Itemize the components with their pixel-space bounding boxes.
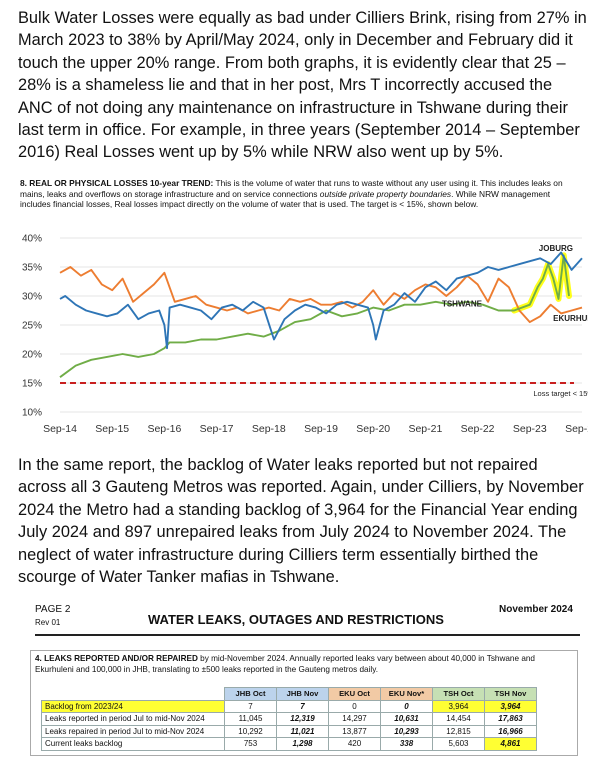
table-cell: 12,319 [276, 712, 329, 726]
col-eku-oct: EKU Oct [328, 687, 381, 701]
backlog-paragraph: In the same report, the backlog of Water… [18, 456, 584, 587]
table-cell: 3,964 [484, 699, 537, 713]
table-cell: 14,454 [432, 712, 485, 726]
revision-label: Rev 01 [35, 618, 61, 627]
leaks-table-header-row: JHB Oct JHB Nov EKU Oct EKU Nov* TSH Oct… [42, 687, 537, 701]
y-tick-label: 35% [22, 263, 42, 274]
col-jhb-oct: JHB Oct [224, 687, 277, 701]
table-cell: 753 [224, 737, 277, 751]
table-cell: 7 [224, 699, 277, 713]
table-cell: 420 [328, 737, 381, 751]
series-line-joburg [59, 251, 583, 350]
series-line-ekurhuleni [59, 266, 583, 324]
x-tick-label: Sep-18 [252, 423, 286, 435]
y-tick-label: 10% [22, 408, 42, 419]
table-cell: 4,861 [484, 737, 537, 751]
table-row: Backlog from 2023/24 7 7 0 0 3,964 3,964 [41, 699, 537, 713]
col-tsh-nov: TSH Nov [484, 687, 537, 701]
y-tick-label: 40% [22, 234, 42, 245]
table-row: Current leaks backlog 753 1,298 420 338 … [41, 737, 537, 751]
y-tick-label: 20% [22, 350, 42, 361]
series-label: TSHWANE [442, 299, 483, 308]
x-tick-label: Sep-21 [408, 423, 442, 435]
x-tick-label: Sep-16 [147, 423, 181, 435]
table-cell: 16,966 [484, 724, 537, 738]
leaks-description: 4. LEAKS REPORTED AND/OR REPAIRED by mid… [35, 654, 575, 675]
col-tsh-oct: TSH Oct [432, 687, 485, 701]
target-label: Loss target < 15% [533, 389, 588, 398]
table-cell: 7 [276, 699, 329, 713]
table-cell: 12,815 [432, 724, 485, 738]
leaks-table: JHB Oct JHB Nov EKU Oct EKU Nov* TSH Oct… [41, 687, 537, 751]
chart-desc-part1: This is the volume of water that runs to… [20, 178, 563, 199]
table-cell: 338 [380, 737, 433, 751]
table-row: Leaks repaired in period Jul to mid-Nov … [41, 724, 537, 738]
table-cell: 13,877 [328, 724, 381, 738]
report-excerpt: PAGE 2 Rev 01 WATER LEAKS, OUTAGES AND R… [0, 598, 600, 758]
intro-paragraph: Bulk Water Losses were equally as bad un… [18, 9, 587, 162]
table-cell: 10,293 [380, 724, 433, 738]
row-label: Current leaks backlog [41, 737, 225, 751]
col-eku-nov: EKU Nov* [380, 687, 433, 701]
table-cell: 10,631 [380, 712, 433, 726]
table-cell: 11,021 [276, 724, 329, 738]
table-cell: 10,292 [224, 724, 277, 738]
leaks-section-title: 4. LEAKS REPORTED AND/OR REPAIRED [35, 654, 198, 663]
series-line-tshwane [59, 254, 570, 378]
table-cell: 3,964 [432, 699, 485, 713]
x-tick-label: Sep-17 [200, 423, 234, 435]
y-tick-label: 25% [22, 321, 42, 332]
table-cell: 5,603 [432, 737, 485, 751]
table-cell: 11,045 [224, 712, 277, 726]
table-cell: 14,297 [328, 712, 381, 726]
table-row: Leaks reported in period Jul to mid-Nov … [41, 712, 537, 726]
chart-section-description: 8. REAL OR PHYSICAL LOSSES 10-year TREND… [20, 178, 568, 210]
table-cell: 17,863 [484, 712, 537, 726]
y-tick-label: 15% [22, 379, 42, 390]
x-tick-label: Sep-24 [565, 423, 588, 435]
real-losses-line-chart: 10% 15% 20% 25% 30% 35% 40% Sep-14 Sep-15 Sep-16 S… [22, 234, 588, 436]
col-jhb-nov: JHB Nov [276, 687, 329, 701]
chart-excerpt: 8. REAL OR PHYSICAL LOSSES 10-year TREND… [20, 178, 588, 442]
row-label: Backlog from 2023/24 [41, 699, 225, 713]
y-tick-label: 30% [22, 292, 42, 303]
x-tick-label: Sep-22 [461, 423, 495, 435]
row-label: Leaks repaired in period Jul to mid-Nov … [41, 724, 225, 738]
header-empty-cell [42, 688, 225, 701]
row-label: Leaks reported in period Jul to mid-Nov … [41, 712, 225, 726]
table-cell: 0 [328, 699, 381, 713]
x-tick-label: Sep-23 [513, 423, 547, 435]
report-month: November 2024 [499, 604, 573, 615]
table-cell: 0 [380, 699, 433, 713]
x-tick-label: Sep-14 [43, 423, 77, 435]
page-number: PAGE 2 [35, 604, 71, 615]
x-tick-label: Sep-15 [95, 423, 129, 435]
x-tick-label: Sep-19 [304, 423, 338, 435]
table-cell: 1,298 [276, 737, 329, 751]
series-label: EKURHULENI [553, 314, 588, 323]
leaks-table-box: 4. LEAKS REPORTED AND/OR REPAIRED by mid… [30, 650, 578, 756]
x-tick-label: Sep-20 [356, 423, 390, 435]
series-label: JOBURG [539, 244, 573, 253]
leaks-desc-text: by mid-November 2024. Annually reported … [35, 654, 535, 674]
chart-desc-italic: outside private property boundaries [319, 188, 452, 199]
chart-section-title: 8. REAL OR PHYSICAL LOSSES 10-year TREND… [20, 178, 214, 188]
chart-desc-part2: . While NRW management includes financia… [20, 188, 551, 210]
header-divider [35, 634, 580, 636]
report-section-title: WATER LEAKS, OUTAGES AND RESTRICTIONS [148, 612, 444, 627]
